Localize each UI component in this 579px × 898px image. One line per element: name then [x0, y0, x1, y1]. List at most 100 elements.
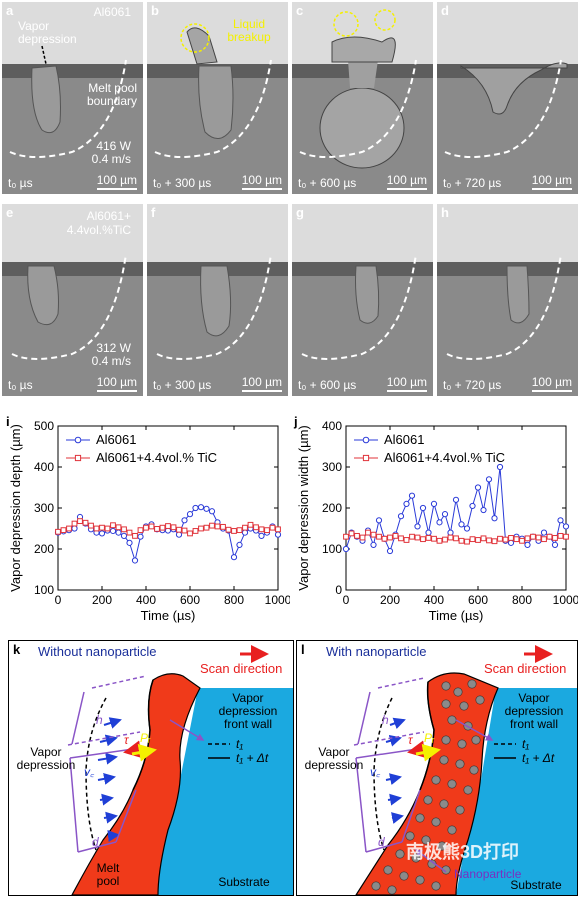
data-point: [98, 530, 106, 537]
data-point: [398, 535, 404, 542]
data-point: [557, 532, 564, 539]
data-point: [203, 524, 210, 531]
data-point: [209, 522, 215, 529]
data-point: [464, 538, 470, 545]
scale-label: 100 µm: [386, 173, 427, 187]
data-point: [507, 539, 515, 546]
data-point: [403, 537, 410, 543]
data-point: [71, 520, 78, 527]
data-point: [258, 526, 265, 533]
data-point: [458, 537, 465, 544]
time-label: t₀ + 600 µs: [298, 378, 357, 392]
data-point: [343, 533, 349, 540]
scan-direction-label: Scan direction: [484, 661, 566, 676]
data-point: [442, 536, 448, 543]
data-point: [497, 535, 503, 542]
data-point: [82, 519, 89, 526]
data-point: [370, 531, 377, 538]
data-point: [469, 536, 476, 543]
x-tick-label: 200: [92, 593, 112, 607]
data-point: [269, 524, 276, 531]
data-point: [186, 511, 194, 518]
data-point: [546, 533, 553, 540]
data-point: [137, 527, 144, 534]
data-point: [431, 535, 437, 542]
y-axis-label: Vapor depression width (µm): [296, 425, 311, 590]
data-point: [192, 528, 199, 534]
data-point: [425, 529, 432, 536]
data-point: [348, 530, 355, 537]
chart-j-panel-label: j: [293, 414, 298, 429]
legend-marker-1: [74, 454, 82, 462]
data-point: [403, 500, 410, 508]
nanoparticle-label: Nanoparticle: [454, 867, 522, 881]
data-point: [242, 524, 248, 531]
chart-i-panel-label: i: [6, 414, 10, 429]
data-point: [370, 541, 377, 548]
data-point: [109, 527, 117, 535]
x-tick-label: 400: [424, 593, 444, 607]
data-point: [458, 521, 465, 528]
data-point: [513, 536, 520, 543]
scale-bar: 100 µm: [96, 173, 137, 190]
symbol-h: h: [382, 713, 389, 727]
nanoparticles: [371, 679, 485, 895]
data-point: [447, 529, 454, 536]
legend-marker-1: [362, 454, 370, 462]
data-point: [126, 539, 133, 546]
y-tick-label: 100: [34, 583, 54, 597]
data-point: [214, 523, 221, 530]
data-point: [241, 529, 249, 536]
front-wall-t1-dashed: [85, 697, 107, 851]
symbol-h: h: [96, 713, 103, 727]
scale-label: 100 µm: [386, 375, 427, 389]
scale-bar: 100 µm: [241, 375, 282, 392]
xray-panel-f: f t₀ + 300 µs 100 µm: [147, 204, 288, 396]
data-point: [258, 532, 265, 539]
y-tick-label: 400: [322, 419, 342, 433]
y-tick-label: 500: [34, 419, 54, 433]
data-point: [165, 523, 171, 529]
y-tick-label: 200: [34, 542, 54, 556]
front-wall-t1dt-solid: [132, 679, 154, 791]
data-point: [236, 541, 243, 548]
vapor-depression-label-1: Vapor: [318, 745, 349, 759]
legend-marker-0: [362, 436, 370, 444]
front-wall-label-1: Vapor: [232, 691, 263, 705]
data-point: [225, 526, 232, 533]
data-point: [530, 533, 536, 540]
data-point: [430, 500, 438, 508]
surface-tension-arrow: [131, 743, 157, 762]
data-point: [414, 534, 421, 541]
data-point: [524, 541, 531, 548]
data-point: [154, 526, 160, 532]
data-point: [99, 524, 105, 531]
melt-pool-label-2: pool: [97, 874, 120, 888]
data-point: [159, 524, 166, 531]
data-point: [474, 484, 482, 491]
data-point: [392, 532, 399, 539]
symbol-d: d: [378, 835, 385, 849]
front-wall-label-3: front wall: [510, 717, 558, 731]
legend-label-0: Al6061: [96, 432, 136, 447]
panel-label: a: [6, 3, 14, 18]
data-point: [175, 531, 183, 538]
y-tick-label: 100: [322, 542, 342, 556]
y-axis-label: Vapor depression depth (µm): [8, 424, 23, 592]
symbol-tau: τ: [408, 733, 414, 747]
data-point: [203, 505, 210, 512]
x-tick-label: 0: [55, 593, 62, 607]
data-point: [463, 525, 471, 532]
scale-label: 100 µm: [96, 375, 137, 389]
speed-label: 0.4 m/s: [91, 152, 131, 166]
data-point: [436, 519, 443, 526]
data-point: [557, 517, 564, 524]
material-label-2: 4.4vol.%TiC: [66, 223, 131, 237]
data-point: [208, 508, 216, 515]
data-point: [231, 528, 237, 534]
data-point: [88, 522, 94, 529]
data-point: [264, 527, 270, 534]
data-point: [397, 513, 405, 520]
legend-label-1: Al6061+4.4vol.% TiC: [384, 450, 505, 465]
